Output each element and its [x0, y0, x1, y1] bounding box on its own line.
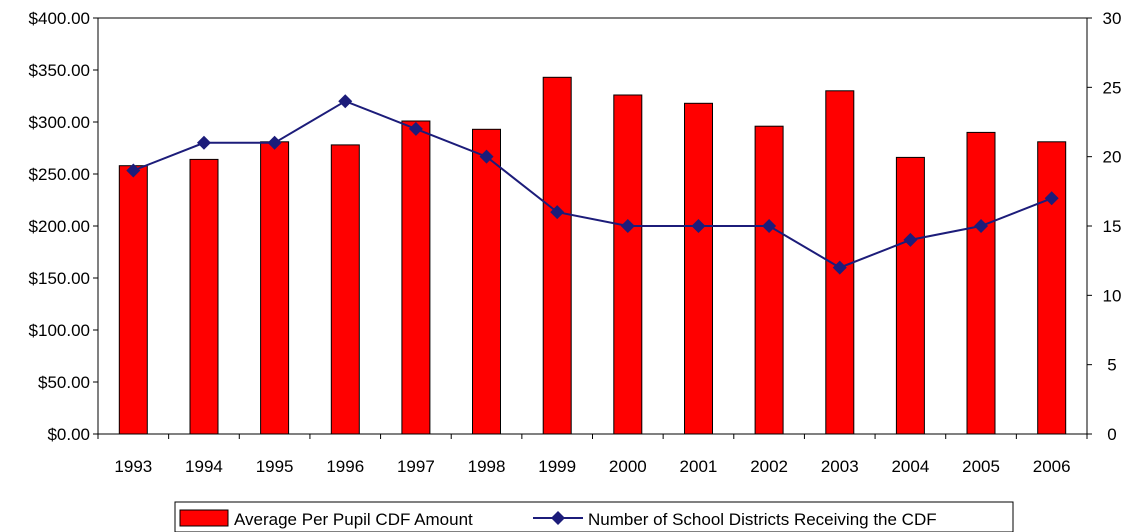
bar-2004 [895, 156, 925, 435]
point-1999 [550, 205, 565, 220]
point-1996 [338, 94, 353, 109]
point-2004 [903, 232, 918, 247]
bar-1997 [401, 120, 431, 435]
y-left-tick-label: $100.00 [29, 321, 90, 340]
bar-2006 [1037, 141, 1067, 435]
bar-2001 [684, 102, 713, 435]
y-right-tick-label: 0 [1107, 425, 1116, 444]
legend-diamond-icon [551, 511, 565, 525]
legend-swatch-bar [179, 509, 229, 527]
x-tick-label: 2003 [821, 457, 859, 476]
y-right-tick-label: 30 [1103, 9, 1122, 28]
axes-layer: $0.00 $50.00 $100.00 $150.00 $200.00 $250.00 $… [29, 9, 1122, 476]
bar-1994 [189, 158, 219, 435]
bars-layer [118, 76, 1067, 435]
x-tick-label: 1995 [256, 457, 294, 476]
point-1994 [196, 135, 211, 150]
legend-label-line: Number of School Districts Receiving the… [588, 510, 937, 529]
point-2000 [620, 219, 635, 233]
point-2001 [691, 219, 706, 233]
x-tick-label: 2002 [750, 457, 788, 476]
y-right-tick-label: 20 [1103, 148, 1122, 167]
y-left-tick-label: $50.00 [38, 373, 90, 392]
bar-1998 [472, 128, 501, 435]
x-tick-label: 2005 [962, 457, 1000, 476]
y-left-tick-label: $0.00 [47, 425, 90, 444]
point-1998 [479, 149, 494, 164]
point-2003 [832, 260, 847, 275]
point-1995 [267, 135, 282, 150]
y-right-tick-label: 15 [1103, 217, 1122, 236]
bar-1995 [260, 141, 290, 435]
point-2002 [762, 219, 777, 233]
x-tick-label: 2004 [891, 457, 929, 476]
x-tick-label: 1997 [397, 457, 435, 476]
legend: Average Per Pupil CDF Amount Number of S… [174, 501, 1014, 532]
x-tick-label: 2006 [1033, 457, 1071, 476]
x-tick-label: 1996 [326, 457, 364, 476]
line-series-path [132, 100, 1053, 269]
bar-2005 [966, 131, 996, 435]
y-left-tick-label: $150.00 [29, 269, 90, 288]
legend-label-bar: Average Per Pupil CDF Amount [234, 510, 473, 529]
line-layer [126, 94, 1059, 275]
bar-1993 [118, 165, 148, 435]
y-left-tick-label: $350.00 [29, 61, 90, 80]
x-tick-label: 1994 [185, 457, 223, 476]
point-2006 [1044, 191, 1059, 206]
bar-1999 [542, 76, 572, 435]
point-1993 [126, 163, 141, 178]
x-tick-label: 1998 [468, 457, 506, 476]
x-tick-label: 1999 [538, 457, 576, 476]
y-left-tick-label: $200.00 [29, 217, 90, 236]
x-tick-label: 2001 [680, 457, 718, 476]
y-left-tick-label: $300.00 [29, 113, 90, 132]
y-right-tick-label: 5 [1107, 356, 1116, 375]
legend-frame [174, 501, 1014, 532]
x-tick-label: 2000 [609, 457, 647, 476]
y-right-tick-label: 25 [1103, 78, 1122, 97]
bar-1996 [330, 144, 360, 435]
bar-2002 [754, 125, 784, 435]
y-left-tick-label: $400.00 [29, 9, 90, 28]
point-1997 [408, 121, 423, 136]
y-right-tick-label: 10 [1103, 286, 1122, 305]
point-2005 [974, 219, 989, 233]
bar-2000 [613, 94, 643, 435]
x-tick-label: 1993 [114, 457, 152, 476]
y-left-tick-label: $250.00 [29, 165, 90, 184]
